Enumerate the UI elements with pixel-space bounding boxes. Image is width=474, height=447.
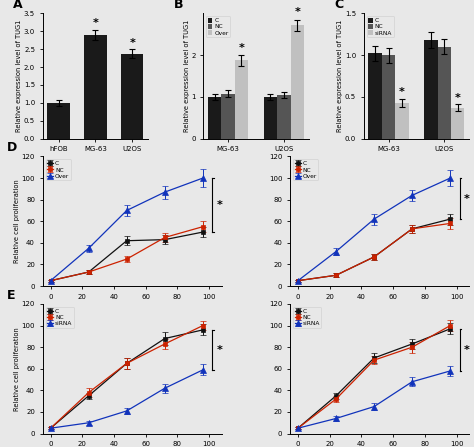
Bar	[395, 103, 409, 139]
Legend: C, NC, siRNA: C, NC, siRNA	[46, 307, 74, 328]
Bar	[382, 55, 395, 139]
Legend: C, NC, siRNA: C, NC, siRNA	[366, 17, 394, 38]
X-axis label: U2OS: U2OS	[368, 305, 391, 314]
Y-axis label: Relative expression level of TUG1: Relative expression level of TUG1	[183, 20, 190, 132]
Text: B: B	[173, 0, 183, 12]
Bar	[84, 35, 107, 139]
Text: E: E	[7, 289, 15, 302]
Bar	[235, 60, 248, 139]
X-axis label: MG-63: MG-63	[118, 305, 146, 314]
Legend: C, NC, Over: C, NC, Over	[206, 17, 230, 38]
Text: *: *	[238, 42, 245, 53]
Legend: C, NC, siRNA: C, NC, siRNA	[293, 307, 321, 328]
Text: *: *	[129, 38, 135, 47]
Text: *: *	[399, 87, 405, 97]
Y-axis label: Relative cell proliferation: Relative cell proliferation	[14, 327, 20, 411]
Text: A: A	[13, 0, 23, 12]
Text: *: *	[216, 200, 222, 210]
Text: *: *	[464, 194, 470, 203]
Bar	[208, 97, 221, 139]
Bar	[221, 93, 235, 139]
Text: *: *	[464, 345, 470, 355]
Legend: C, NC, Over: C, NC, Over	[46, 160, 71, 181]
Text: C: C	[334, 0, 343, 12]
Bar	[291, 25, 304, 139]
Bar	[368, 54, 382, 139]
Bar	[438, 47, 451, 139]
Bar	[264, 97, 277, 139]
Text: *: *	[216, 345, 222, 355]
Bar	[121, 54, 144, 139]
Text: *: *	[455, 93, 461, 103]
Bar	[424, 40, 438, 139]
Y-axis label: Relative expression level of TUG1: Relative expression level of TUG1	[17, 20, 22, 132]
Text: D: D	[7, 141, 17, 154]
Y-axis label: Relative cell proliferation: Relative cell proliferation	[14, 179, 20, 263]
Text: *: *	[294, 8, 300, 17]
Y-axis label: Relative expression level of TUG1: Relative expression level of TUG1	[337, 20, 343, 132]
Bar	[47, 103, 70, 139]
Text: *: *	[92, 18, 99, 28]
Bar	[277, 95, 291, 139]
Legend: C, NC, Over: C, NC, Over	[293, 160, 318, 181]
Bar	[451, 108, 465, 139]
